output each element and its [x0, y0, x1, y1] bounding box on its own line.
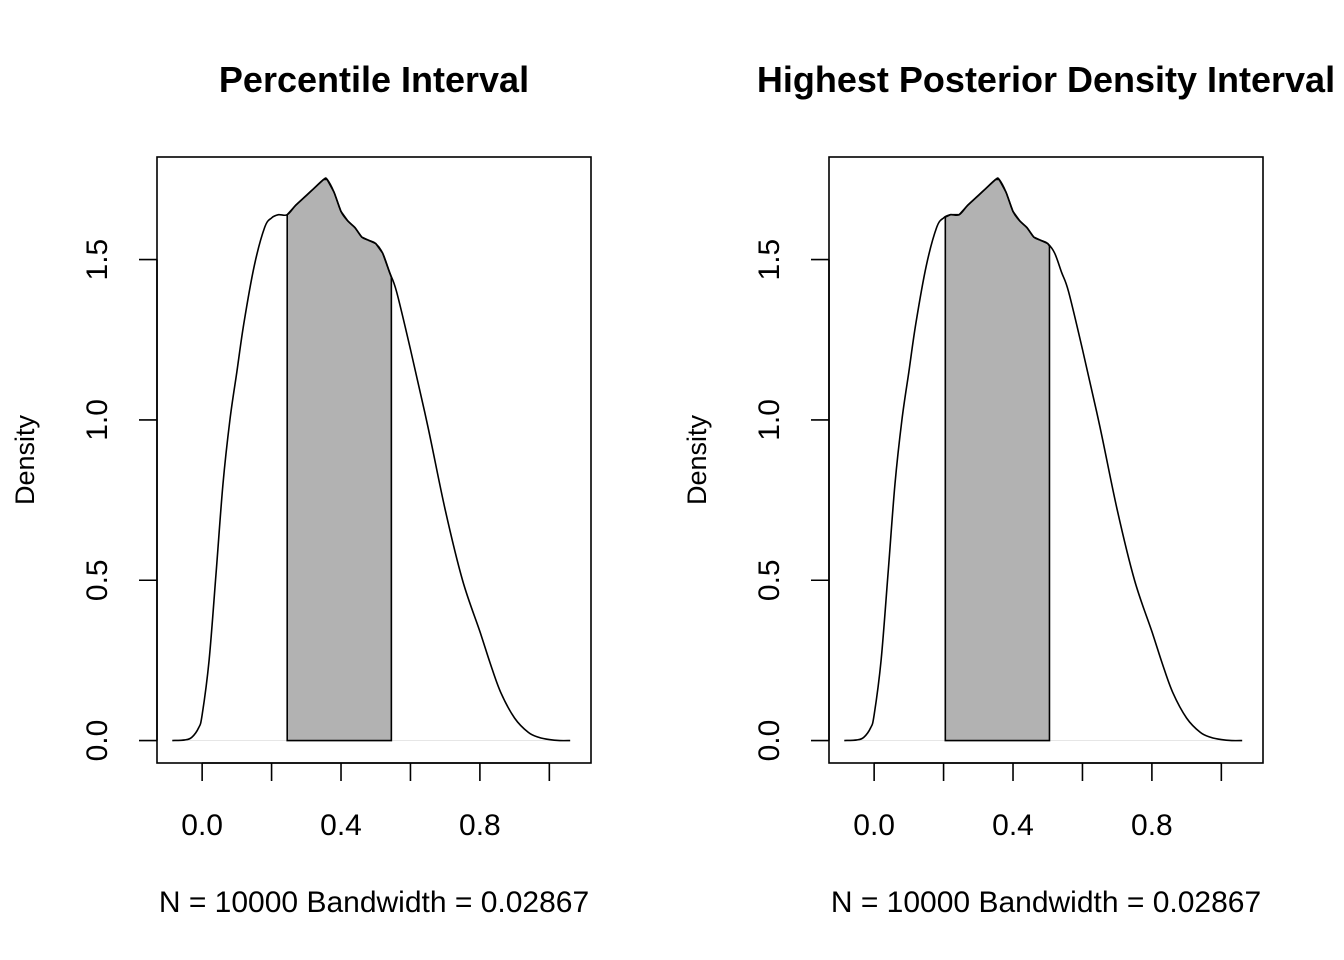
y-axis-label: Density: [682, 414, 712, 505]
x-tick-label: 0.8: [1131, 809, 1173, 842]
y-tick-label: 1.5: [753, 239, 786, 281]
x-tick-label: 0.4: [320, 809, 362, 842]
chart-title: Highest Posterior Density Interval: [757, 59, 1335, 100]
y-tick-label: 1.0: [81, 399, 114, 441]
x-tick-label: 0.0: [181, 809, 223, 842]
y-tick-label: 0.0: [81, 720, 114, 762]
shaded-interval: [944, 178, 1051, 742]
y-tick-label: 1.5: [81, 239, 114, 281]
y-tick-label: 1.0: [753, 399, 786, 441]
x-axis-label: N = 10000 Bandwidth = 0.02867: [831, 886, 1261, 919]
density-curve: [172, 177, 571, 742]
x-tick-label: 0.0: [853, 809, 895, 842]
y-tick-label: 0.5: [81, 559, 114, 601]
chart-title: Percentile Interval: [219, 59, 529, 100]
x-tick-label: 0.8: [459, 809, 501, 842]
panel-percentile-interval: Percentile Interval Density N = 10000 Ba…: [10, 59, 592, 919]
panel-hpd-interval: Highest Posterior Density Interval Densi…: [682, 59, 1335, 919]
y-tick-label: 0.5: [753, 559, 786, 601]
shaded-interval: [286, 178, 393, 742]
y-axis-label: Density: [10, 414, 40, 505]
x-tick-label: 0.4: [992, 809, 1034, 842]
x-axis-label: N = 10000 Bandwidth = 0.02867: [159, 886, 589, 919]
density-curve: [844, 177, 1243, 742]
y-tick-label: 0.0: [753, 720, 786, 762]
